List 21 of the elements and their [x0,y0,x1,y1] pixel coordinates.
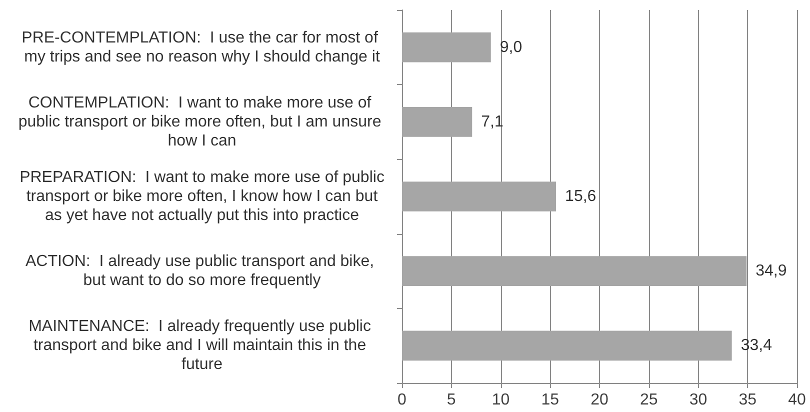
data-label: 34,9 [756,262,787,280]
bar [402,32,491,62]
y-tick-label: MAINTENANCE: I already frequently use public transport and bike and I will maintain this in the future [28,318,376,374]
x-tick-label: 35 [738,392,757,408]
bar [402,182,556,212]
y-tick-label: PRE-CONTEMPLATION: I use the car for most of my trips and see no reason why I should change it [22,29,382,66]
x-tick-label: 20 [590,392,608,408]
x-tick-label: 40 [788,392,806,408]
bar [402,256,747,286]
x-tick-label: 15 [541,392,560,408]
bar [402,330,732,361]
bar [402,106,472,137]
y-tick-label: CONTEMPLATION: I want to make more use of public transport or bike more often, but I am unsure how I can [18,94,386,150]
data-label: 15,6 [565,188,596,205]
y-tick-label: ACTION: I already use public transport and bike, but want to do so more frequently [25,253,379,290]
x-tick-label: 25 [640,392,658,408]
x-tick-label: 0 [398,392,407,408]
x-tick-label: 30 [689,392,708,408]
y-tick-label: PREPARATION: I want to make more use of public transport or bike more often, I know how I can but as yet have not actually put this into practice [20,169,384,224]
x-tick-label: 5 [446,392,456,408]
x-tick-label: 10 [492,392,510,408]
